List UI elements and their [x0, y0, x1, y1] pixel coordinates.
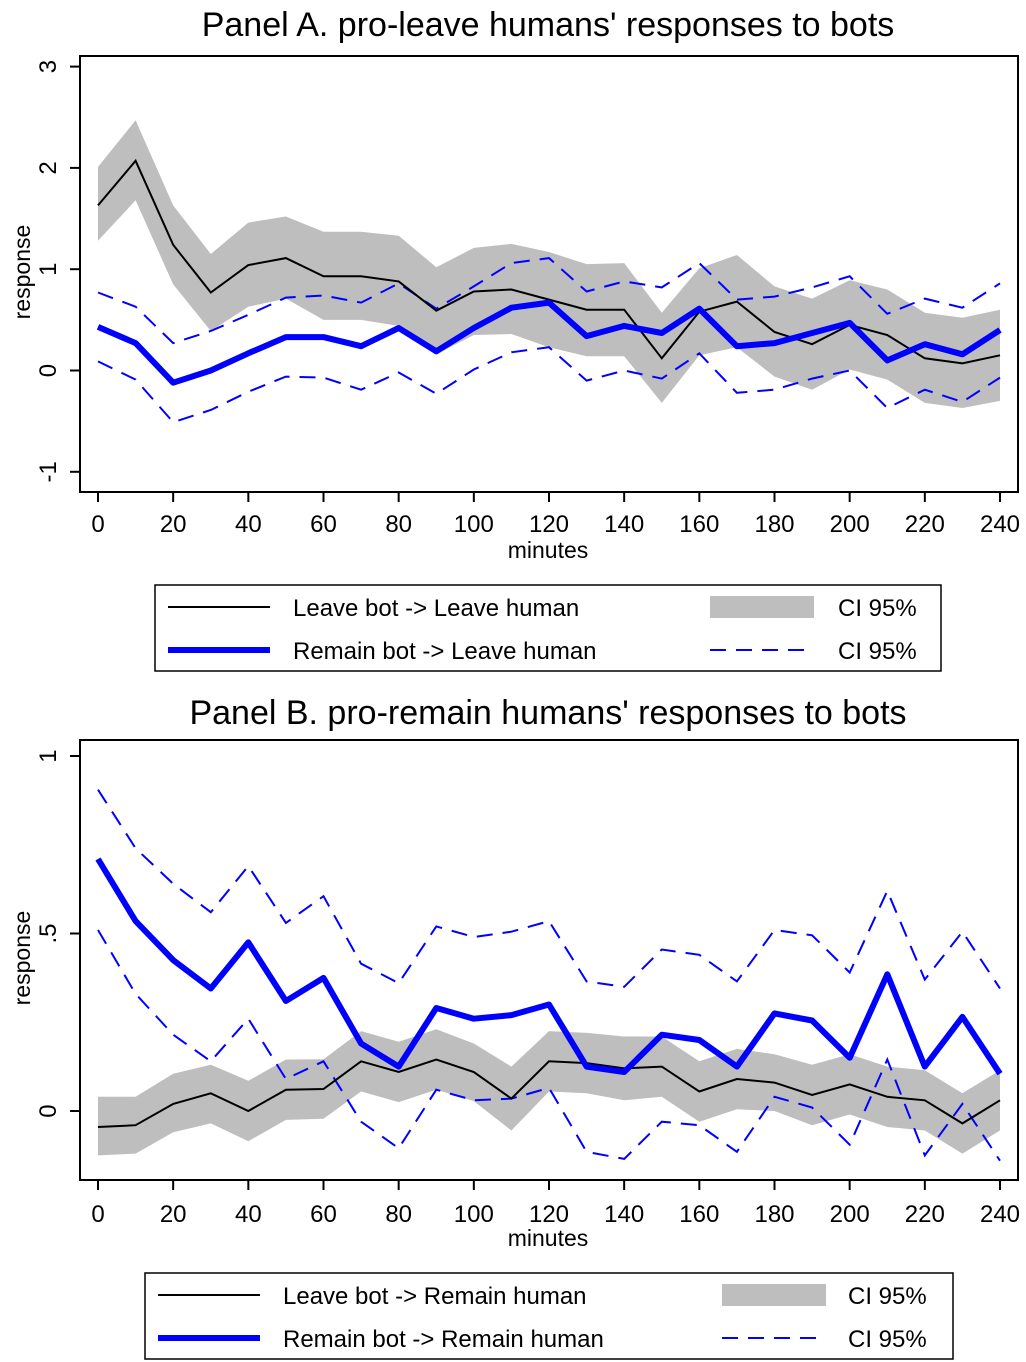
panel-b-blue-ci-lower [97, 929, 1001, 1162]
panel-b-x-tick-label: 100 [454, 1201, 494, 1228]
panel-b-legend: Leave bot -> Remain human CI 95% Remain … [144, 1272, 954, 1360]
panel-b-x-tick-label: 80 [385, 1201, 412, 1228]
panel-a-y-tick-label: 3 [35, 60, 62, 73]
panel-a-x-tick-label: 120 [529, 511, 569, 538]
panel-b-x-tick-label: 120 [529, 1201, 569, 1228]
panel-a-x-tick-label: 100 [454, 511, 494, 538]
panel-a-title: Panel A. pro-leave humans' responses to … [202, 6, 895, 44]
panel-a-legend-label-4: CI 95% [838, 638, 917, 665]
panel-a-x-tick-label: 0 [91, 511, 104, 538]
panel-a-x-tick-label: 220 [905, 511, 945, 538]
panel-a-x-tick-label: 20 [160, 511, 187, 538]
panel-a-legend-label-3: Remain bot -> Leave human [293, 638, 597, 665]
panel-b-y-axis-label: response [9, 911, 35, 1006]
panel-a-y-tick-label: 2 [35, 161, 62, 174]
panel-a: Panel A. pro-leave humans' responses to … [9, 6, 1020, 672]
panel-b-x-tick-label: 140 [604, 1201, 644, 1228]
panel-a-legend: Leave bot -> Leave human CI 95% Remain b… [154, 584, 942, 672]
panel-a-ci-band [98, 120, 1000, 409]
panel-b-x-tick-label: 40 [235, 1201, 262, 1228]
panel-b-x-tick-label: 60 [310, 1201, 337, 1228]
panel-b-legend-label-4: CI 95% [848, 1326, 927, 1353]
panel-b-ci-band [98, 1029, 1000, 1156]
panel-b-legend-swatch-gray-band [722, 1284, 826, 1306]
panel-b-legend-label-3: Remain bot -> Remain human [283, 1326, 604, 1353]
panel-a-y-axis-label: response [9, 225, 35, 320]
panel-b-x-axis: 0 20 40 60 80 100 120 140 160 180 200 220 240 [91, 1180, 1020, 1228]
panel-a-y-axis: -1 0 1 2 3 [35, 60, 80, 482]
panel-a-x-tick-label: 180 [754, 511, 794, 538]
panel-a-legend-swatch-gray-band [710, 596, 814, 618]
panel-a-x-tick-label: 160 [679, 511, 719, 538]
panel-b-y-tick-label: .5 [35, 923, 62, 943]
panel-a-x-axis: 0 20 40 60 80 100 120 140 160 180 200 220 240 [91, 492, 1020, 538]
panel-b-legend-label-2: CI 95% [848, 1283, 927, 1310]
panel-b-x-tick-label: 0 [91, 1201, 104, 1228]
panel-b-x-tick-label: 20 [160, 1201, 187, 1228]
panel-b-blue-series-line [95, 857, 1003, 1076]
panel-a-x-axis-label: minutes [508, 537, 589, 563]
panel-a-x-tick-label: 200 [830, 511, 870, 538]
panel-b-y-tick-label: 0 [35, 1104, 62, 1117]
panel-b-black-series-line [97, 1058, 1001, 1128]
panel-a-y-tick-label: 0 [35, 364, 62, 377]
panel-a-blue-ci-upper [97, 257, 1001, 345]
panel-b-title: Panel B. pro-remain humans' responses to… [189, 694, 906, 732]
panel-b-y-axis: 0.51 [35, 749, 80, 1118]
panel-a-x-tick-label: 240 [980, 511, 1020, 538]
panel-a-series [96, 158, 1002, 424]
panel-b-blue-ci-upper [97, 789, 1001, 990]
panel-b-x-tick-label: 180 [754, 1201, 794, 1228]
panel-a-x-tick-label: 80 [385, 511, 412, 538]
panel-a-x-tick-label: 60 [310, 511, 337, 538]
panel-a-blue-series-line [96, 299, 1002, 386]
panel-a-ci-band-area [98, 120, 1000, 409]
panel-b-series [95, 789, 1003, 1162]
panel-b-x-tick-label: 160 [679, 1201, 719, 1228]
panel-a-legend-label-1: Leave bot -> Leave human [293, 595, 579, 622]
panel-a-y-tick-label: 1 [35, 263, 62, 276]
panel-b-x-tick-label: 220 [905, 1201, 945, 1228]
panel-a-x-tick-label: 40 [235, 511, 262, 538]
panel-a-legend-label-2: CI 95% [838, 595, 917, 622]
panel-a-blue-ci-lower [97, 346, 1001, 424]
panel-b-x-tick-label: 240 [980, 1201, 1020, 1228]
panel-b-y-tick-label: 1 [35, 749, 62, 762]
panel-b: Panel B. pro-remain humans' responses to… [9, 694, 1020, 1360]
panel-b-x-axis-label: minutes [508, 1225, 589, 1251]
panel-b-x-tick-label: 200 [830, 1201, 870, 1228]
panel-a-y-tick-label: -1 [35, 461, 62, 482]
panel-b-legend-label-1: Leave bot -> Remain human [283, 1283, 587, 1310]
panel-b-ci-band-area [98, 1029, 1000, 1156]
panel-a-x-tick-label: 140 [604, 511, 644, 538]
